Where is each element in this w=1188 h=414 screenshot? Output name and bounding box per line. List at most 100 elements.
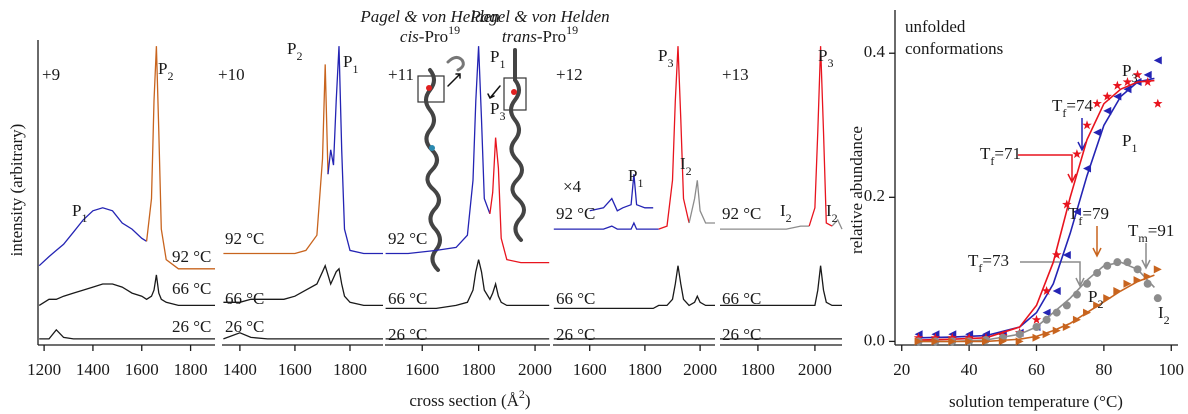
x-tick-label: 1200 xyxy=(27,360,61,379)
annotation-part: P xyxy=(818,46,827,65)
spectrum-line xyxy=(658,46,690,230)
data-point xyxy=(1062,301,1071,310)
annotation-part: 1 xyxy=(637,176,643,190)
data-point xyxy=(1032,333,1041,342)
data-point xyxy=(1015,337,1024,346)
spectrum-line xyxy=(38,207,147,267)
data-point xyxy=(1143,70,1152,79)
fit-line xyxy=(918,274,1155,343)
annotation-part: P xyxy=(490,47,499,66)
x-tick-label: 1600 xyxy=(125,360,159,379)
annotation: 26 °C xyxy=(172,317,211,336)
annotation: I2 xyxy=(1158,303,1170,327)
data-point xyxy=(1153,294,1162,303)
annotation-part: 1 xyxy=(81,211,87,225)
annotation: Tf=74 xyxy=(1052,96,1093,120)
annotation-part: 92 °C xyxy=(172,247,211,266)
annotation-part: T xyxy=(1052,96,1063,115)
spectrum-line xyxy=(720,218,843,230)
annotation: 26 °C xyxy=(722,325,761,344)
annotation-part: I xyxy=(680,154,686,173)
x-tick-label: 1600 xyxy=(405,360,439,379)
annotation-part: I xyxy=(1158,303,1164,322)
annotation-part: T xyxy=(968,251,979,270)
annotation-part: 1 xyxy=(352,62,358,76)
annotation-part: T xyxy=(980,144,991,163)
spectrum-line xyxy=(808,46,833,227)
x-axis-label-part: ) xyxy=(525,391,531,410)
data-point xyxy=(1083,164,1092,173)
annotation-part: trans xyxy=(502,27,537,46)
annotation: 66 °C xyxy=(172,279,211,298)
annotation: 92 °C xyxy=(172,247,211,266)
annotation: P2 xyxy=(287,39,302,63)
annotation: P2 xyxy=(158,59,173,83)
residue xyxy=(429,145,435,151)
data-point xyxy=(1032,322,1041,331)
data-point xyxy=(1132,69,1143,79)
annotation: 26 °C xyxy=(388,325,427,344)
data-point xyxy=(1142,77,1153,87)
x-tick-label: 1800 xyxy=(741,360,775,379)
x-tick-label: 40 xyxy=(961,360,978,379)
data-point xyxy=(1062,199,1072,209)
fit-line xyxy=(918,261,1155,343)
annotation-part: 19 xyxy=(448,23,460,37)
annotation-part: P xyxy=(158,59,167,78)
spectrum-line xyxy=(38,274,215,307)
spectrum-line xyxy=(553,221,659,230)
molecule-cis xyxy=(424,68,442,272)
annotation: I2 xyxy=(826,201,838,225)
annotation: 26 °C xyxy=(225,317,264,336)
annotation-part: 2 xyxy=(686,164,692,178)
annotation: 26 °C xyxy=(556,325,595,344)
annotation-part: P xyxy=(1088,287,1097,306)
annotation: Tf=71 xyxy=(980,144,1021,168)
x-tick-label: 1600 xyxy=(573,360,607,379)
x-tick-label: 1800 xyxy=(462,360,496,379)
annotation-part: P xyxy=(1122,131,1131,150)
data-point xyxy=(1112,80,1123,90)
spectrum-line xyxy=(688,180,715,224)
annotation-part: -Pro xyxy=(537,27,566,46)
annotation-part: -Pro xyxy=(419,27,448,46)
data-point xyxy=(965,337,974,346)
molecule-illustrations xyxy=(417,48,527,272)
data-point xyxy=(1083,279,1092,288)
annotation: P3 xyxy=(490,99,505,123)
annotation: cis-Pro19 xyxy=(400,23,460,46)
data-point xyxy=(947,332,957,342)
annotation: 92 °C xyxy=(722,204,761,223)
annotation-part: conformations xyxy=(905,39,1003,58)
annotation: unfolded xyxy=(905,17,966,36)
annotation: +13 xyxy=(722,65,749,84)
annotation-part: 26 °C xyxy=(388,325,427,344)
annotation: Pagel & von Helden xyxy=(469,7,609,26)
x-axis-label: solution temperature (°C) xyxy=(949,392,1123,411)
annotation: Tf=73 xyxy=(968,251,1009,275)
annotation-part: 19 xyxy=(566,23,578,37)
annotation-part: 1 xyxy=(1131,141,1137,155)
annotation: P3 xyxy=(1122,61,1137,85)
data-point xyxy=(1072,149,1082,159)
annotation: 66 °C xyxy=(225,289,264,308)
annotation: P1 xyxy=(1122,131,1137,155)
annotation-part: 26 °C xyxy=(556,325,595,344)
annotation-part: +13 xyxy=(722,65,749,84)
y-axis-label: intensity (arbitrary) xyxy=(7,124,26,257)
annotation: P2 xyxy=(1088,287,1103,311)
annotation-part: 26 °C xyxy=(172,317,211,336)
data-point xyxy=(1133,265,1142,274)
data-point xyxy=(1123,279,1132,288)
annotation-part: cis xyxy=(400,27,419,46)
annotation-part: 2 xyxy=(167,69,173,83)
x-tick-label: 1400 xyxy=(223,360,257,379)
x-tick-label: 1800 xyxy=(174,360,208,379)
annotation-part: 3 xyxy=(827,56,833,70)
data-point xyxy=(1052,308,1061,317)
annotation-arrows xyxy=(1018,118,1151,288)
arrow xyxy=(447,73,461,87)
data-point xyxy=(1153,265,1162,274)
annotation: 66 °C xyxy=(722,289,761,308)
